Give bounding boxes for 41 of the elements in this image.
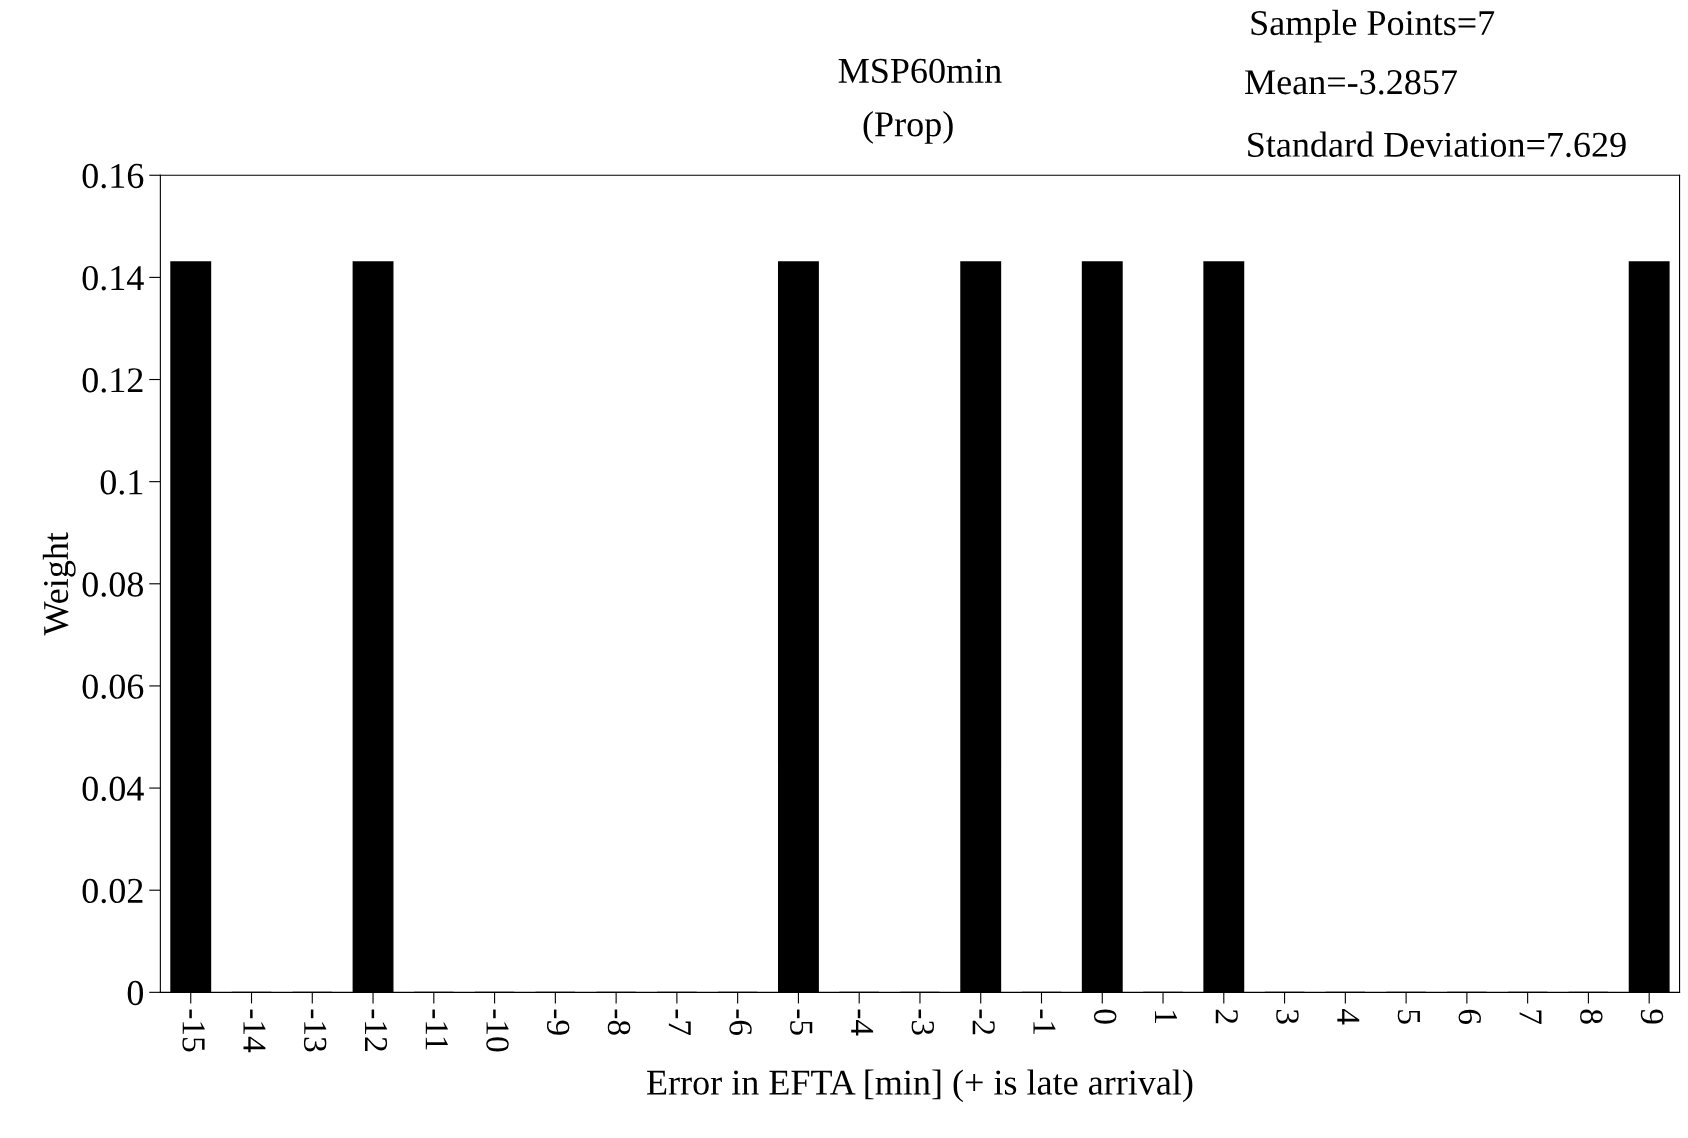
x-tick-label: -3 <box>911 1009 935 1035</box>
y-tick-label: 0.04 <box>82 776 144 802</box>
x-tick-label: -2 <box>972 1009 995 1035</box>
x-tick-label: -10 <box>486 1009 509 1052</box>
x-tick-label: -9 <box>547 1009 570 1035</box>
x-tick-label: -13 <box>303 1009 327 1052</box>
y-tick-label: 0.08 <box>82 572 144 597</box>
x-tick-label: -11 <box>425 1009 448 1050</box>
y-tick-label: 0.14 <box>82 265 144 291</box>
x-tick-label: 5 <box>1397 1010 1420 1024</box>
x-axis-title: Error in EFTA [min] (+ is late arrival) <box>647 1069 1193 1103</box>
x-tick-label: 7 <box>1519 1010 1542 1025</box>
y-axis-title: Weight <box>42 532 76 636</box>
y-tick-label: 0.1 <box>100 470 143 495</box>
text: Sample Points=7 <box>1251 9 1495 43</box>
y-tick-label: 0.02 <box>82 878 143 904</box>
x-tick-label: -4 <box>851 1009 874 1036</box>
x-tick-label: 1 <box>1155 1011 1178 1023</box>
text: Mean=-3.2857 <box>1245 70 1457 95</box>
chart-subtitle: (Prop) <box>863 111 953 144</box>
x-tick-label: -5 <box>790 1009 813 1035</box>
x-tick-label: -6 <box>729 1009 752 1036</box>
x-tick-label: 8 <box>1580 1009 1603 1024</box>
x-tick-label: -12 <box>365 1009 388 1051</box>
x-tick-label: 2 <box>1215 1009 1238 1024</box>
chart-title: MSP60min <box>838 58 1002 84</box>
x-tick-label: 3 <box>1276 1009 1299 1024</box>
x-tick-label: 4 <box>1337 1008 1360 1025</box>
x-tick-label: 0 <box>1093 1009 1117 1024</box>
x-tick-label: -7 <box>668 1009 691 1036</box>
x-tick-label: -8 <box>607 1009 631 1035</box>
x-tick-label: -15 <box>182 1009 205 1052</box>
y-tick-label: 0 <box>127 980 144 1006</box>
text: Standard Deviation=7.629 <box>1248 131 1626 158</box>
y-tick-label: 0.12 <box>82 368 143 393</box>
x-tick-label: 9 <box>1640 1009 1664 1024</box>
x-tick-label: -1 <box>1033 1009 1056 1035</box>
x-tick-label: 6 <box>1458 1009 1481 1024</box>
y-tick-label: 0.06 <box>82 674 144 699</box>
x-tick-label: -14 <box>243 1009 266 1053</box>
y-tick-label: 0.16 <box>82 163 144 189</box>
